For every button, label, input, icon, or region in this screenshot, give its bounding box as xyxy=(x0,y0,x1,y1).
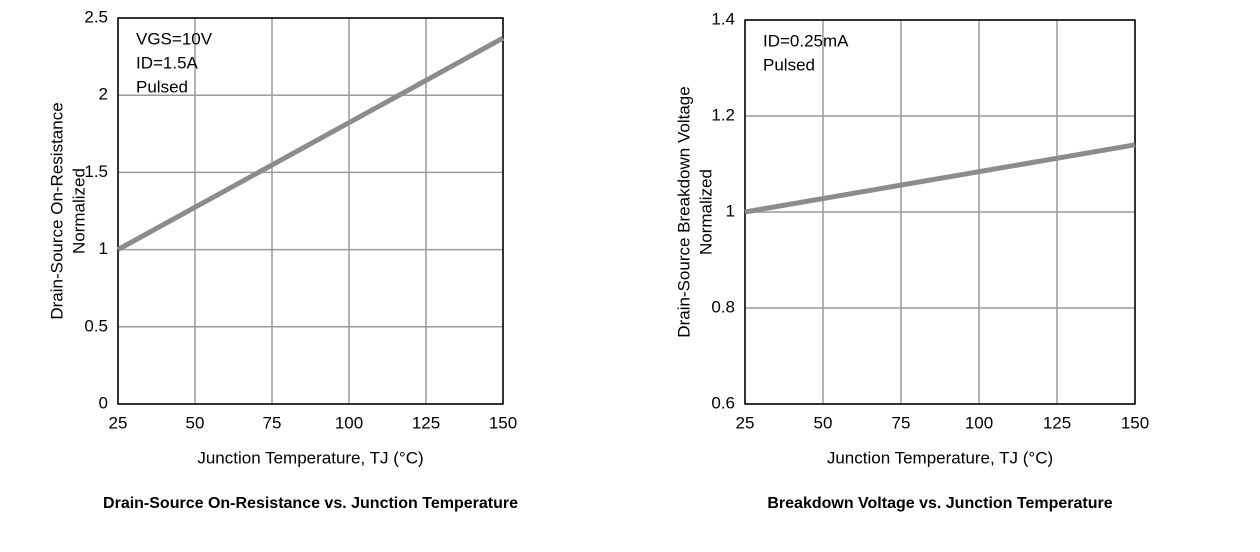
annotation: ID=1.5A xyxy=(136,53,199,72)
y-tick-label: 0 xyxy=(99,393,108,412)
x-tick-label: 50 xyxy=(814,413,833,432)
y-tick-label: 2.5 xyxy=(84,7,108,26)
x-tick-label: 150 xyxy=(1121,413,1149,432)
chart: 0 0.5 1 1.5 2 2.5 25 50 75 100 125 150 VGS=10V ID=1.5… xyxy=(47,7,518,512)
x-tick-label: 150 xyxy=(489,413,517,432)
x-axis-label: Junction Temperature, TJ (°C) xyxy=(197,448,423,467)
annotation: VGS=10V xyxy=(136,29,213,48)
x-tick-label: 75 xyxy=(263,413,282,432)
y-tick-label: 0.6 xyxy=(711,393,735,412)
y-tick-label: 1.4 xyxy=(711,9,735,28)
x-tick-label: 125 xyxy=(412,413,440,432)
x-tick-label: 100 xyxy=(335,413,363,432)
y-tick-label: 1 xyxy=(99,239,108,258)
y-axis-label: Normalized xyxy=(696,169,715,255)
data-line xyxy=(744,142,1136,215)
y-tick-label: 1.2 xyxy=(711,105,735,124)
x-tick-label: 125 xyxy=(1043,413,1071,432)
y-tick-label: 1.5 xyxy=(84,162,108,181)
y-axis-label: Normalized xyxy=(69,168,88,254)
chart: 0.6 0.8 1 1.2 1.4 25 50 75 100 125 150 ID=0.25mA Pul… xyxy=(674,9,1149,512)
annotation: Pulsed xyxy=(763,55,815,74)
y-axis-label: Drain-Source Breakdown Voltage xyxy=(674,86,693,337)
y-tick-label: 1 xyxy=(726,201,735,220)
plot-frame xyxy=(117,17,504,405)
y-tick-label: 2 xyxy=(99,85,108,104)
chart-title: Drain-Source On-Resistance vs. Junction … xyxy=(103,495,518,512)
x-tick-label: 25 xyxy=(109,413,128,432)
y-tick-label: 0.8 xyxy=(711,297,735,316)
annotation: ID=0.25mA xyxy=(763,31,849,50)
y-axis-label: Drain-Source On-Resistance xyxy=(47,102,66,319)
x-tick-label: 100 xyxy=(965,413,993,432)
y-tick-label: 0.5 xyxy=(84,316,108,335)
annotation: Pulsed xyxy=(136,77,188,96)
data-line xyxy=(116,35,505,252)
x-tick-label: 25 xyxy=(736,413,755,432)
chart-title: Breakdown Voltage vs. Junction Temperatu… xyxy=(767,495,1112,512)
x-tick-label: 75 xyxy=(892,413,911,432)
x-tick-label: 50 xyxy=(186,413,205,432)
x-axis-label: Junction Temperature, TJ (°C) xyxy=(827,448,1053,467)
